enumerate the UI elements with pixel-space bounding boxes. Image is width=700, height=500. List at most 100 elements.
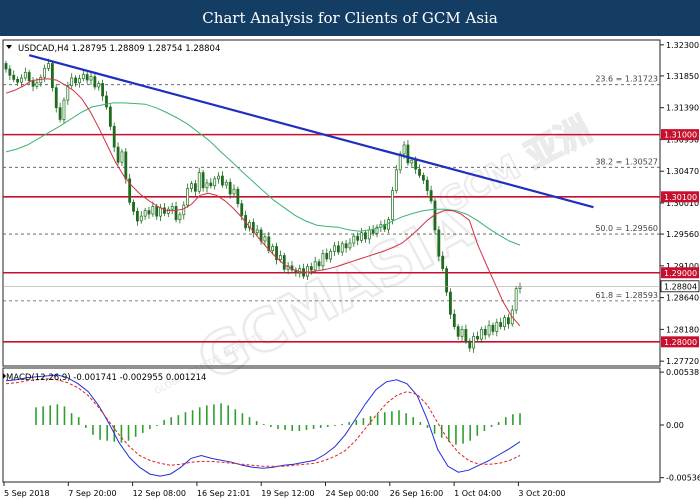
x-tick-label: 3 Oct 20:00 xyxy=(518,489,565,498)
macd-triangle-icon xyxy=(3,373,6,379)
x-tick-label: 5 Sep 2018 xyxy=(4,489,50,498)
candle-bull xyxy=(190,183,193,189)
candle-bear xyxy=(445,268,448,293)
candle-bull xyxy=(66,85,70,101)
candle-bull xyxy=(495,322,499,332)
candle-bear xyxy=(476,335,479,340)
candle-bear xyxy=(418,168,421,176)
candle-bear xyxy=(406,144,410,164)
x-tick-label: 1 Oct 04:00 xyxy=(454,489,501,498)
candle-bear xyxy=(101,83,105,97)
candle-bear xyxy=(54,87,58,109)
candle-bear xyxy=(282,255,286,270)
candle-bear xyxy=(499,322,503,327)
chart-header-title: Chart Analysis for Clients of GCM Asia xyxy=(202,9,498,27)
y-tick-label: 1.32300 xyxy=(666,41,699,50)
candle-bear xyxy=(464,329,468,342)
candle-bear xyxy=(4,63,8,70)
candle-bull xyxy=(503,317,506,327)
x-tick-label: 16 Sep 21:01 xyxy=(197,489,250,498)
candle-bull xyxy=(182,204,186,216)
x-tick-label: 19 Sep 12:00 xyxy=(261,489,314,498)
candle-bull xyxy=(333,245,336,252)
candle-bear xyxy=(50,63,54,89)
candle-bull xyxy=(367,229,371,240)
fibonacci-levels: 23.6 = 1.31723 38.2 = 1.30527 50.0 = 1.295… xyxy=(3,75,660,302)
level-label-box xyxy=(661,336,699,348)
candle-bear xyxy=(112,125,116,148)
candle-bull xyxy=(170,206,174,210)
candle-bull xyxy=(81,74,85,80)
candle-bear xyxy=(201,172,205,189)
macd-y-tick-label: 0.00538 xyxy=(666,368,699,377)
macd-y-axis: 0.00538 0.00 -0.00536 xyxy=(660,368,700,483)
candle-bear xyxy=(441,255,445,269)
candle-bull xyxy=(514,288,518,311)
candle-bear xyxy=(437,229,441,257)
level-label-text: 1.30100 xyxy=(664,193,697,202)
candle-bear xyxy=(209,182,213,187)
y-tick-label: 1.31390 xyxy=(666,104,699,113)
candle-bear xyxy=(85,74,89,81)
candle-bull xyxy=(487,324,491,336)
candle-bear xyxy=(124,151,128,180)
candle-bear xyxy=(135,210,139,222)
candle-bear xyxy=(27,72,31,82)
symbol-triangle-icon xyxy=(6,45,12,49)
candle-bull xyxy=(313,261,317,271)
chart-header: Chart Analysis for Clients of GCM Asia xyxy=(0,0,700,36)
y-tick-label: 1.28640 xyxy=(666,294,699,303)
candle-bear xyxy=(364,232,367,240)
candle-bear xyxy=(116,146,120,163)
candle-bear xyxy=(12,74,16,80)
fib-level-label: 38.2 = 1.30527 xyxy=(595,157,658,166)
candle-bull xyxy=(402,144,406,155)
candle-bull xyxy=(39,76,43,84)
candle-bear xyxy=(193,183,197,192)
candle-bear xyxy=(414,159,418,170)
candle-bull xyxy=(306,266,309,277)
candle-bear xyxy=(371,229,375,234)
candle-bear xyxy=(425,179,429,191)
candle-bull xyxy=(89,76,93,81)
level-label-box xyxy=(661,191,699,203)
candle-bull xyxy=(97,83,101,88)
candle-bear xyxy=(31,80,35,87)
current-price-box xyxy=(660,280,700,293)
ma-fast-line xyxy=(5,78,521,327)
candle-bull xyxy=(78,78,81,84)
candles xyxy=(4,58,522,353)
candle-bear xyxy=(251,221,255,234)
fib-level-label: 23.6 = 1.31723 xyxy=(595,75,658,84)
candle-bear xyxy=(132,201,135,212)
level-label-text: 1.28000 xyxy=(664,338,697,347)
candle-bull xyxy=(217,175,220,180)
candle-bull xyxy=(166,208,170,214)
candle-bear xyxy=(267,236,271,252)
level-label-text: 1.31000 xyxy=(664,131,697,140)
candle-bull xyxy=(255,229,259,234)
candle-bull xyxy=(47,63,50,69)
current-price-label: 1.28804 xyxy=(664,282,697,291)
candle-bull xyxy=(213,178,217,187)
candle-bull xyxy=(62,99,66,120)
candle-bear xyxy=(221,175,224,186)
y-tick-label: 1.30010 xyxy=(666,199,699,208)
candle-bear xyxy=(105,95,108,108)
candle-bull xyxy=(224,181,228,186)
candle-bear xyxy=(452,313,456,327)
candle-bear xyxy=(240,203,244,216)
candle-bear xyxy=(93,76,97,88)
candle-bull xyxy=(278,255,282,260)
macd-title: MACD(12,26,9) -0.001741 -0.002955 0.0012… xyxy=(6,373,206,383)
trendline xyxy=(28,54,594,209)
x-tick-label: 12 Sep 08:00 xyxy=(133,489,186,498)
candle-bull xyxy=(472,335,476,349)
candle-bull xyxy=(20,77,23,83)
fib-level-label: 61.8 = 1.28593 xyxy=(595,291,658,300)
macd-y-tick-label: -0.00536 xyxy=(666,474,700,483)
candle-bear xyxy=(58,107,62,120)
chart-canvas: GCMASIA GCM 亚洲 GLOBAL CAPITAL MARKETS 23… xyxy=(2,39,700,498)
watermark-cn: GCM 亚洲 xyxy=(432,110,598,223)
candle-bull xyxy=(43,67,47,78)
